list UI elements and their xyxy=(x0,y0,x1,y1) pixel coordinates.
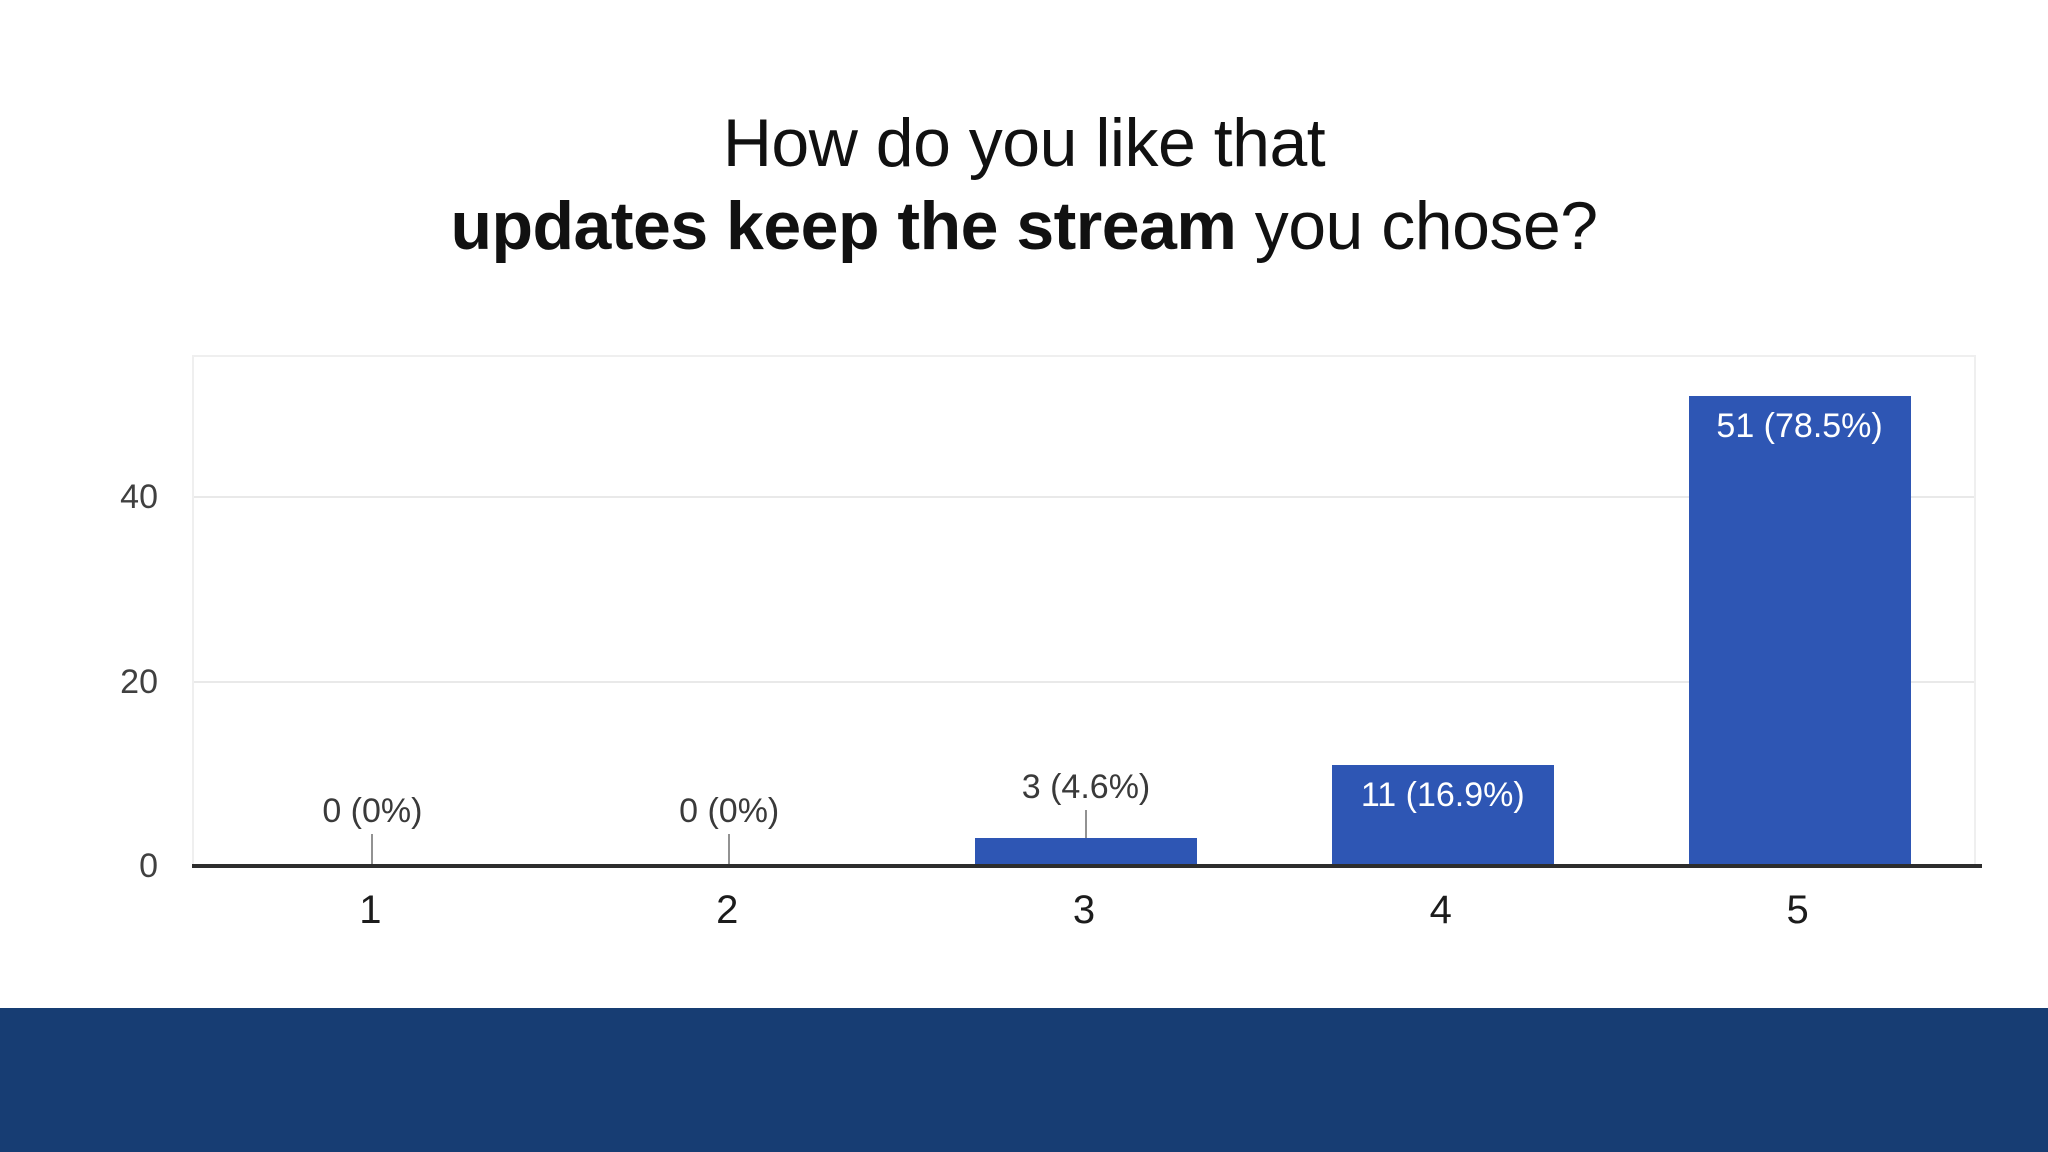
title-line-1-text: How do you like that xyxy=(722,105,1326,181)
bar-value-label: 11 (16.9%) xyxy=(1360,775,1525,814)
bar-category-3 xyxy=(975,838,1197,866)
x-axis-labels: 1 2 3 4 5 xyxy=(0,888,2048,936)
bar-value-label: 51 (78.5%) xyxy=(1716,406,1883,445)
bar-value-label: 0 (0%) xyxy=(322,792,423,830)
y-tick-label-40: 40 xyxy=(120,478,158,517)
title-line-1: How do you like that xyxy=(0,102,2048,185)
bar-value-label: 0 (0%) xyxy=(679,792,780,830)
bar-value-label: 3 (4.6%) xyxy=(1021,768,1151,807)
title-line-2-bold: updates keep the stream xyxy=(450,188,1237,264)
value-leader-line xyxy=(728,834,731,866)
chart-plot-area: 0 (0%) 0 (0%) 3 (4.6%) 11 (16.9%) 51 (78.5%) xyxy=(192,355,1982,868)
value-leader-line xyxy=(1085,810,1087,839)
y-axis-tick-labels: 0 20 40 xyxy=(0,355,158,885)
y-tick-label-20: 20 xyxy=(120,662,158,701)
value-leader-line xyxy=(371,834,374,866)
x-axis-label-4: 4 xyxy=(1429,888,1452,932)
gridline-40 xyxy=(194,496,1974,499)
title-line-2-rest: you chose? xyxy=(1236,188,1598,264)
title-line-2: updates keep the stream you chose? xyxy=(0,185,2048,268)
x-axis-label-5: 5 xyxy=(1786,888,1809,932)
x-axis-line xyxy=(192,864,1982,868)
y-tick-label-0: 0 xyxy=(139,847,158,885)
bar-category-4 xyxy=(1331,764,1554,866)
footer-bar: fedora modularity xyxy=(0,1008,2048,1152)
x-axis-label-3: 3 xyxy=(1072,888,1096,932)
x-axis-label-2: 2 xyxy=(716,888,739,932)
x-axis-label-1: 1 xyxy=(359,888,382,932)
chart-title: How do you like that updates keep the st… xyxy=(0,102,2048,268)
bar-category-5 xyxy=(1688,395,1911,866)
gridline-20 xyxy=(194,680,1974,683)
